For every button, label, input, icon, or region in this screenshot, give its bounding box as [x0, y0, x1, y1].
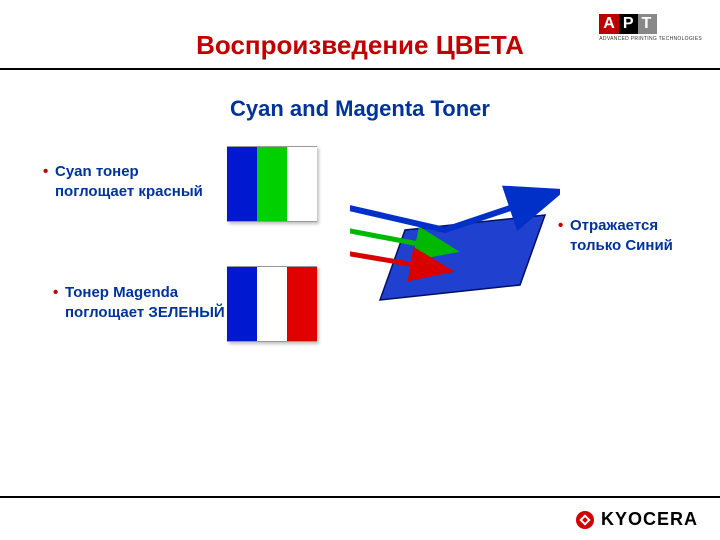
swatch [287, 147, 317, 221]
kyocera-text: KYOCERA [601, 509, 698, 530]
apt-logo: APT ADVANCED PRINTING TECHNOLOGIES [599, 14, 702, 42]
swatch [227, 147, 257, 221]
swatch [287, 267, 317, 341]
kyocera-logo: KYOCERA [575, 509, 698, 530]
reflection-diagram [350, 175, 560, 315]
footer: KYOCERA [0, 496, 720, 540]
swatch [257, 147, 287, 221]
swatch-group-magenta [227, 266, 317, 342]
bullet-magenta: Тонер Magenda поглощает ЗЕЛЕНЫЙ [65, 283, 225, 324]
subtitle: Cyan and Magenta Toner [230, 96, 490, 122]
apt-logo-sub: ADVANCED PRINTING TECHNOLOGIES [599, 36, 702, 42]
kyocera-mark-icon [575, 510, 595, 530]
swatch-group-cyan [227, 146, 317, 222]
main-title: Воспроизведение ЦВЕТА [196, 30, 524, 61]
swatch [227, 267, 257, 341]
swatch [257, 267, 287, 341]
bullet-result: Отражается только Синий [570, 216, 700, 257]
bullet-cyan: Cyan тонер поглощает красный [55, 162, 205, 203]
header: Воспроизведение ЦВЕТА APT ADVANCED PRINT… [0, 0, 720, 70]
